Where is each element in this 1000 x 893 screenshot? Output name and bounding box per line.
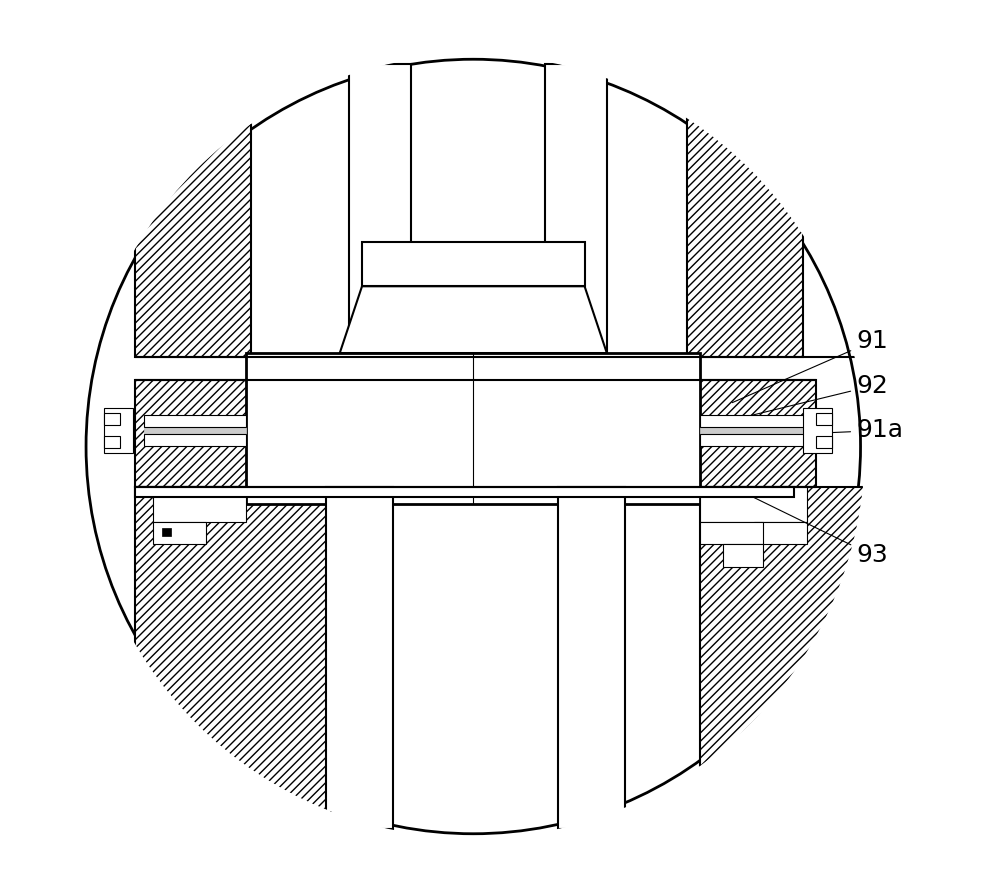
Bar	[153, 522, 206, 545]
Text: 93: 93	[734, 488, 888, 567]
Bar	[144, 415, 246, 427]
Bar	[104, 408, 133, 453]
Bar	[803, 408, 832, 453]
Bar	[162, 528, 171, 537]
Bar	[104, 413, 120, 425]
Bar	[816, 436, 832, 448]
Bar	[153, 487, 246, 522]
Text: 92: 92	[736, 374, 888, 419]
Bar	[104, 436, 120, 448]
Text: 91: 91	[732, 330, 888, 403]
Bar	[700, 434, 807, 446]
Bar	[144, 427, 246, 434]
Bar	[700, 487, 807, 522]
Bar	[700, 522, 763, 545]
Polygon shape	[340, 287, 607, 353]
Bar	[700, 415, 807, 427]
Bar	[246, 353, 700, 505]
Bar	[135, 63, 251, 357]
Bar	[349, 63, 411, 357]
Bar	[723, 545, 763, 567]
Bar	[558, 487, 625, 830]
Bar	[135, 487, 331, 830]
Bar	[545, 63, 607, 357]
Bar	[700, 427, 807, 434]
Text: 91a: 91a	[821, 419, 903, 442]
Bar	[135, 380, 251, 487]
Bar	[816, 413, 832, 425]
Bar	[700, 380, 816, 487]
Circle shape	[86, 59, 861, 834]
Bar	[687, 63, 803, 357]
Bar	[754, 522, 807, 545]
Bar	[144, 434, 246, 446]
Bar	[362, 242, 585, 287]
Bar	[135, 487, 794, 497]
Bar	[700, 487, 896, 830]
Bar	[326, 487, 393, 830]
